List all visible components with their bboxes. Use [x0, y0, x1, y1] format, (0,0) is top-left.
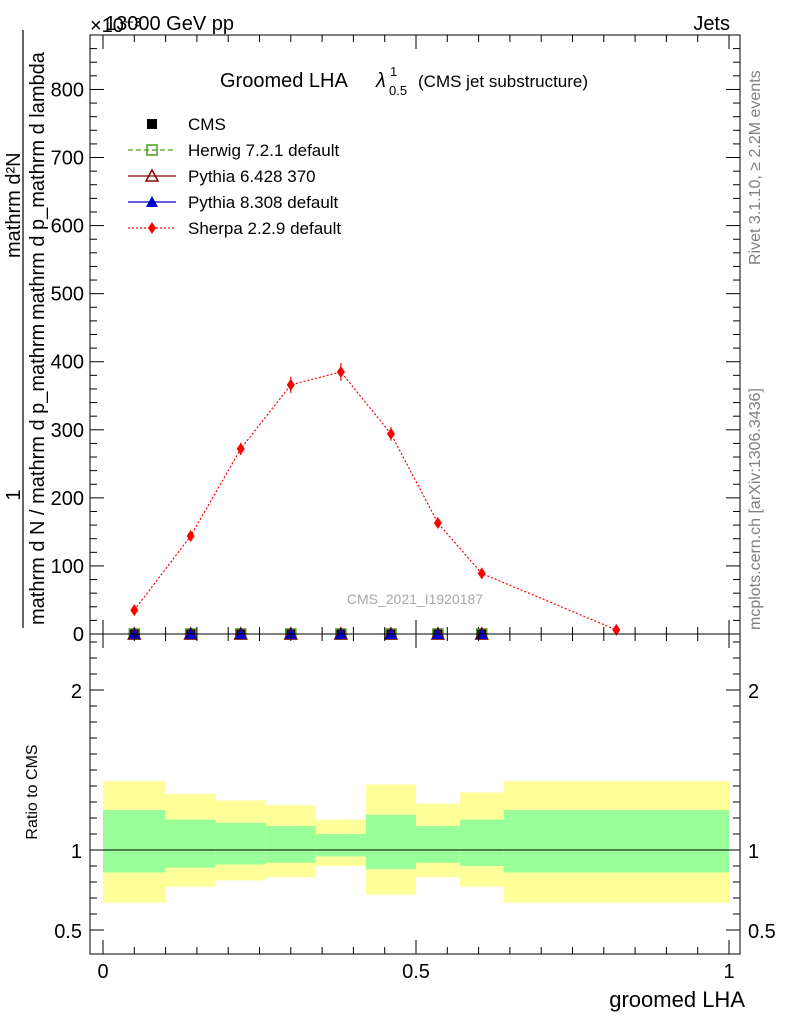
- legend-label: Herwig 7.2.1 default: [188, 141, 339, 160]
- ratio-y-tick-label-right: 1: [748, 841, 759, 863]
- data-point: [286, 378, 295, 391]
- ratio-x-axis: 0 0.5 1: [97, 634, 735, 983]
- x-axis-label: groomed LHA: [609, 987, 745, 1012]
- ratio-y-tick-label-right: 2: [748, 681, 759, 703]
- legend-item: Herwig 7.2.1 default: [128, 141, 339, 160]
- data-point: [336, 365, 345, 378]
- ratio-band-inner: [416, 826, 460, 863]
- main-y-tick-label: 600: [51, 216, 84, 238]
- jets-label: Jets: [693, 13, 730, 35]
- ratio-frame: [89, 633, 741, 955]
- exponent-label: ×10⁻³: [90, 15, 141, 37]
- chart-title-sub: 0.5: [389, 83, 407, 98]
- watermark: CMS_2021_I1920187: [347, 591, 483, 607]
- ratio-band-inner: [503, 810, 729, 873]
- series-4: [130, 363, 621, 636]
- main-y-tick-label: 300: [51, 420, 84, 442]
- legend-item: Pythia 8.308 default: [128, 193, 339, 212]
- ratio-band-inner: [165, 819, 216, 868]
- rivet-label: Rivet 3.1.10, ≥ 2.2M events: [747, 70, 764, 265]
- ratio-panel: 0.5 0.51 12 2 0 0.5 1 Ratio to CMS groomed LH…: [24, 633, 776, 1012]
- energy-label: 13000 GeV pp: [105, 13, 234, 35]
- chart-title-symbol: λ: [375, 70, 386, 92]
- legend-item: CMS: [147, 115, 226, 134]
- ratio-y-axis: 0.5 0.5 1 1 2 2: [54, 641, 776, 943]
- ratio-band-inner: [315, 834, 366, 857]
- legend-label: Sherpa 2.2.9 default: [188, 219, 341, 238]
- legend-item: Pythia 6.428 370: [128, 167, 316, 186]
- main-y-tick-label: 0: [73, 624, 84, 646]
- ylabel-denominator: mathrm d p_mathrm d lambda: [27, 51, 49, 320]
- ratio-band-inner: [215, 822, 266, 865]
- ratio-y-tick-label: 1: [71, 841, 82, 863]
- ylabel-numerator: mathrm d²N: [3, 152, 25, 258]
- legend-marker: [148, 222, 156, 234]
- legend-label: CMS: [188, 115, 226, 134]
- main-y-axis: 0 100 200 300 400 500 600 700 800: [51, 34, 740, 646]
- data-point: [386, 427, 395, 440]
- data-point: [433, 517, 442, 530]
- main-y-tick-label: 200: [51, 488, 84, 510]
- x-tick-label: 1: [723, 961, 734, 983]
- ratio-y-tick-label: 0.5: [54, 921, 82, 943]
- data-point: [236, 442, 245, 455]
- main-y-tick-label: 800: [51, 79, 84, 101]
- main-y-label: 1 mathrm d N / mathrm d p_mathrm mathrm …: [3, 30, 49, 628]
- ratio-band-inner: [265, 826, 316, 863]
- legend-marker: [147, 119, 157, 129]
- main-y-tick-label: 700: [51, 148, 84, 170]
- chart-title-note: (CMS jet substructure): [418, 72, 588, 91]
- main-y-tick-label: 500: [51, 284, 84, 306]
- ratio-y-tick-label-right: 0.5: [748, 921, 776, 943]
- data-point: [130, 604, 139, 617]
- main-panel: 0 100 200 300 400 500 600 700 800 Groomed LHA λ …: [3, 30, 741, 646]
- main-y-tick-label: 400: [51, 352, 84, 374]
- data-point: [477, 567, 486, 580]
- legend-label: Pythia 6.428 370: [188, 167, 316, 186]
- x-tick-label: 0.5: [402, 961, 430, 983]
- ratio-band-inner: [103, 810, 166, 873]
- ylabel-prefix-num: 1: [3, 489, 25, 500]
- x-tick-label: 0: [97, 961, 108, 983]
- ratio-band-inner: [365, 814, 416, 870]
- ratio-bands: [103, 781, 729, 903]
- ratio-y-label: Ratio to CMS: [24, 744, 41, 839]
- ylabel-prefix-den: mathrm d N / mathrm d p_mathrm: [27, 324, 49, 625]
- legend-marker: [144, 168, 160, 182]
- ratio-y-tick-label: 2: [71, 681, 82, 703]
- legend-marker: [146, 144, 158, 156]
- legend-item: Sherpa 2.2.9 default: [128, 219, 341, 238]
- mcplots-label: mcplots.cern.ch [arXiv:1306.3436]: [747, 388, 764, 630]
- data-point: [612, 623, 621, 636]
- legend: CMS Herwig 7.2.1 default Pythia 6.428 370 P…: [128, 115, 341, 238]
- legend-label: Pythia 8.308 default: [188, 193, 339, 212]
- chart-title-sup: 1: [390, 64, 397, 79]
- legend-marker: [146, 196, 158, 207]
- chart-title-text: Groomed LHA: [220, 70, 348, 92]
- ratio-band-inner: [459, 819, 504, 866]
- data-point: [186, 529, 195, 542]
- main-y-tick-label: 100: [51, 556, 84, 578]
- chart-title: Groomed LHA λ 1 0.5 (CMS jet substructur…: [220, 64, 588, 98]
